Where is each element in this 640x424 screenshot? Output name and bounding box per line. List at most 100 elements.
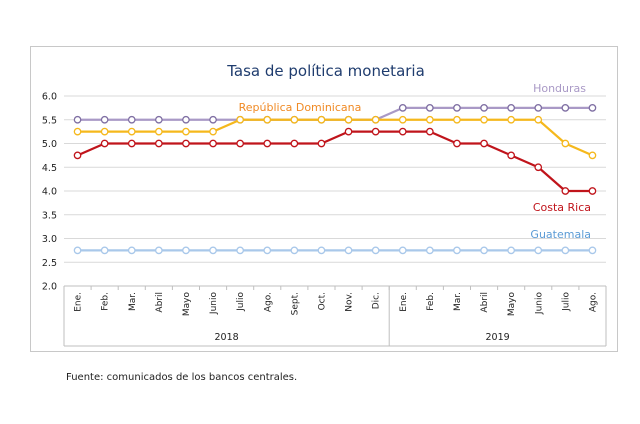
data-point [73, 246, 82, 255]
y-tick-label: 3.5 [42, 210, 57, 221]
data-point [398, 104, 407, 112]
data-point [561, 246, 570, 255]
data-point [209, 115, 217, 124]
data-point [317, 246, 326, 255]
series-label-rep-blica-dominicana: República Dominicana [239, 101, 362, 114]
data-point [263, 139, 272, 148]
x-tick-label: Mar. [453, 292, 463, 311]
x-tick-label: Julio [561, 292, 571, 312]
y-tick-label: 3.0 [42, 234, 57, 245]
data-point [507, 151, 515, 160]
data-point [209, 127, 217, 136]
data-point [100, 127, 109, 136]
y-tick-label: 5.5 [42, 115, 57, 126]
data-point [73, 151, 82, 160]
x-tick-label: Mayo [507, 292, 517, 317]
data-point [561, 139, 570, 148]
data-point [182, 127, 190, 136]
data-point [344, 246, 353, 255]
data-point [236, 115, 244, 124]
data-point [588, 187, 597, 195]
x-group-label: 2018 [215, 332, 239, 343]
series-line-rep-blica-dominicana [77, 118, 593, 157]
data-point [182, 139, 190, 148]
x-tick-label: Feb. [101, 292, 111, 311]
x-tick-label: Sept. [290, 292, 300, 315]
data-point [182, 246, 190, 255]
source-note: Fuente: comunicados de los bancos centra… [66, 372, 298, 383]
data-point [127, 246, 136, 255]
data-point [127, 127, 136, 136]
chart-title: Tasa de política monetaria [226, 62, 425, 80]
series-label-guatemala: Guatemala [530, 228, 591, 241]
x-tick-label: Ago. [263, 292, 273, 312]
x-tick-label: Junio [209, 292, 219, 316]
data-point [127, 139, 136, 148]
data-point [425, 115, 434, 124]
series-label-costa-rica: Costa Rica [533, 201, 591, 214]
data-point [155, 127, 163, 136]
data-point [425, 246, 434, 255]
data-point [236, 139, 244, 148]
data-point [73, 127, 82, 136]
y-tick-label: 2.5 [42, 258, 57, 269]
data-point [209, 246, 217, 255]
x-tick-label: Ene. [74, 292, 84, 312]
data-point [507, 104, 515, 112]
data-point [290, 139, 299, 148]
series-line-costa-rica [77, 130, 593, 193]
data-point [209, 139, 217, 148]
data-point [534, 163, 543, 172]
series-label-honduras: Honduras [533, 82, 586, 95]
data-point [425, 127, 434, 136]
data-point [263, 115, 272, 124]
x-tick-label: Mar. [128, 292, 138, 311]
x-group-label: 2019 [486, 332, 510, 343]
data-point [317, 115, 326, 124]
data-point [398, 127, 407, 136]
data-point [236, 246, 244, 255]
data-point [561, 104, 570, 112]
x-tick-label: Mayo [182, 292, 192, 317]
data-point [480, 104, 488, 112]
data-point [263, 246, 272, 255]
data-point [155, 115, 163, 124]
data-point [453, 115, 461, 124]
x-tick-label: Ago. [588, 292, 598, 312]
data-point [371, 115, 380, 124]
x-tick-label: Junio [534, 292, 544, 316]
y-tick-label: 4.5 [42, 163, 57, 174]
data-point [480, 139, 488, 148]
data-point [398, 115, 407, 124]
data-point [534, 246, 543, 255]
data-point [155, 246, 163, 255]
data-point [100, 139, 109, 148]
data-point [507, 246, 515, 255]
x-tick-label: Nov. [345, 292, 355, 312]
data-point [100, 246, 109, 255]
data-point [453, 104, 461, 112]
data-point [453, 246, 461, 255]
data-point [155, 139, 163, 148]
data-point [480, 246, 488, 255]
data-point [290, 115, 299, 124]
data-point [588, 151, 597, 160]
data-point [344, 127, 353, 136]
y-tick-label: 2.0 [42, 282, 57, 293]
data-point [127, 115, 136, 124]
data-point [317, 139, 326, 148]
x-tick-label: Abril [480, 292, 490, 313]
x-tick-label: Ene. [399, 292, 409, 312]
data-point [425, 104, 434, 112]
data-point [344, 115, 353, 124]
data-point [588, 104, 597, 112]
x-tick-label: Feb. [426, 292, 436, 311]
x-tick-label: Oct. [317, 292, 327, 310]
x-tick-label: Dic. [372, 292, 382, 309]
y-tick-label: 4.0 [42, 187, 57, 198]
data-point [588, 246, 597, 255]
data-point [561, 187, 570, 195]
data-point [371, 246, 380, 255]
data-point [534, 104, 543, 112]
